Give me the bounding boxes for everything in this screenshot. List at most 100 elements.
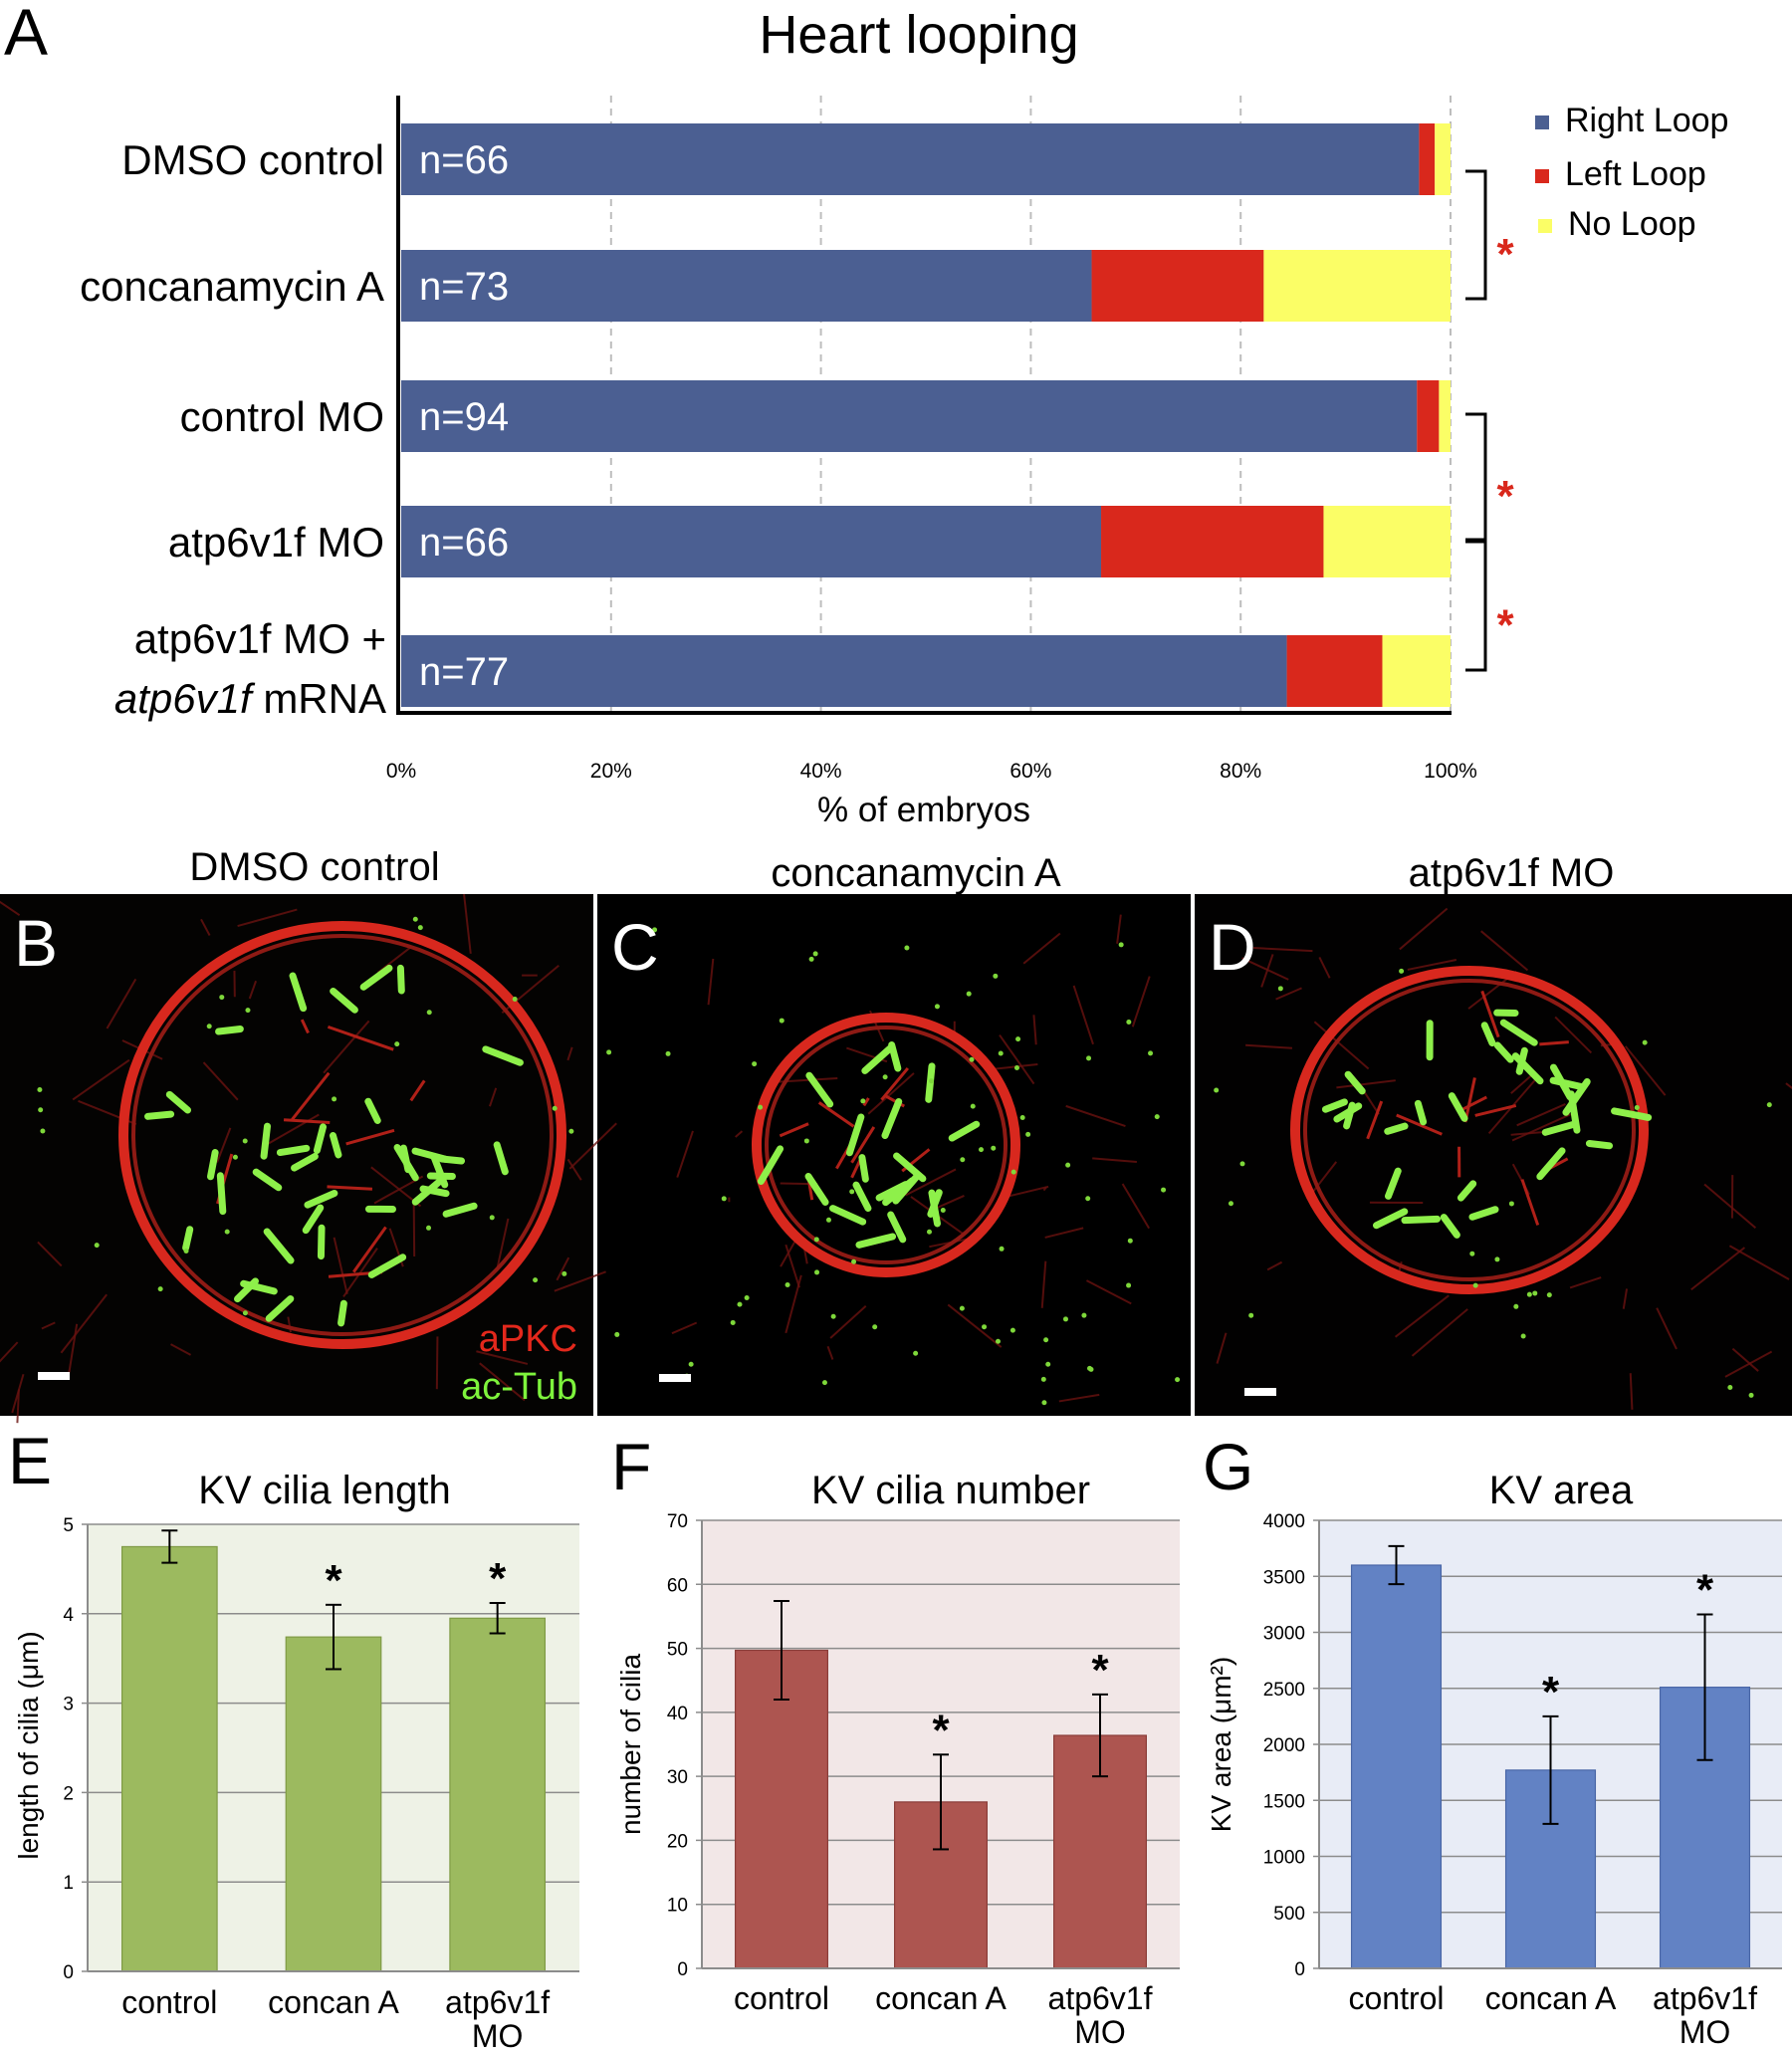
tissue-fiber	[237, 908, 298, 928]
category-label: atp6v1f MO	[168, 519, 384, 566]
y-tick-label: 10	[667, 1896, 688, 1917]
tissue-fiber	[554, 1270, 606, 1292]
green-dot	[959, 1305, 965, 1311]
green-dot	[417, 925, 423, 931]
green-dot	[219, 995, 225, 1001]
green-dot	[998, 1050, 1004, 1056]
bar-segment-right-loop	[401, 123, 1420, 195]
bar	[1350, 1564, 1443, 1969]
tissue-fiber	[1510, 1072, 1535, 1094]
tissue-fiber	[476, 1350, 529, 1365]
green-dot	[652, 927, 658, 933]
green-dot	[1277, 986, 1283, 992]
tissue-fiber	[1065, 1104, 1126, 1128]
tissue-fiber	[1116, 914, 1122, 944]
green-dot	[206, 1024, 212, 1029]
tissue-fiber	[566, 1158, 582, 1181]
cilium	[260, 1122, 272, 1160]
cell-border	[1474, 1103, 1517, 1117]
tissue-fiber	[67, 1323, 79, 1380]
cilium	[182, 1226, 194, 1252]
cilium	[1511, 1052, 1544, 1085]
y-tick-label: 0	[677, 1959, 688, 1980]
green-dot	[1469, 1251, 1475, 1256]
cell-border	[327, 1185, 373, 1191]
chart-title: Heart looping	[759, 5, 1078, 65]
cell-border	[283, 1118, 331, 1125]
cilium	[1549, 1076, 1585, 1090]
kv-outline	[752, 1013, 1020, 1277]
green-dot	[812, 951, 818, 957]
cilium	[948, 1120, 981, 1142]
x-category-label: MO	[1074, 2014, 1126, 2050]
tissue-fiber	[435, 1336, 439, 1390]
cell-border	[409, 1079, 426, 1102]
y-tick-label: 60	[667, 1575, 688, 1596]
tissue-fiber	[1044, 1227, 1084, 1239]
tissue-fiber	[463, 893, 472, 954]
x-category-label: atp6v1f	[445, 1984, 550, 2020]
significance-star: *	[489, 1554, 507, 1603]
panel-label-e: E	[8, 1424, 52, 1497]
green-dot	[814, 1269, 820, 1275]
tissue-fiber	[170, 1343, 192, 1356]
tissue-fiber	[556, 1256, 570, 1281]
x-category-label: atp6v1f	[1653, 1980, 1757, 2016]
green-dot	[1009, 1327, 1015, 1333]
tissue-fiber	[568, 1122, 617, 1170]
tissue-fiber	[323, 1020, 370, 1074]
green-dot	[40, 1128, 46, 1134]
tissue-fiber	[1131, 976, 1151, 1027]
green-dot	[851, 1258, 857, 1264]
category-label: control MO	[180, 393, 384, 440]
x-category-label: concan A	[875, 1980, 1007, 2016]
tissue-fiber	[1703, 1183, 1757, 1230]
tissue-fiber	[829, 1305, 867, 1339]
cilium	[302, 1204, 325, 1235]
green-dot	[1634, 1104, 1640, 1110]
green-dot	[784, 1282, 790, 1288]
tissue-fiber	[905, 1168, 957, 1197]
green-dot	[1494, 1256, 1500, 1262]
tissue-fiber	[72, 1058, 130, 1101]
cilium	[1321, 1098, 1348, 1113]
cilium	[828, 1205, 867, 1226]
bar-segment-right-loop	[401, 380, 1418, 452]
cilium	[1385, 1167, 1402, 1200]
tissue-fiber	[0, 1341, 19, 1363]
green-dot	[808, 956, 814, 962]
significance-star: *	[1542, 1668, 1560, 1716]
cilium	[304, 1190, 338, 1209]
panel-label-d: D	[1209, 910, 1256, 984]
green-dot	[1526, 1291, 1532, 1297]
bar-segment-right-loop	[401, 250, 1092, 322]
y-tick-label: 40	[667, 1704, 688, 1724]
chart-title: KV cilia number	[811, 1469, 1090, 1512]
panel-label-b: B	[14, 906, 58, 980]
green-dot	[332, 1096, 337, 1102]
tissue-fiber	[1085, 1279, 1132, 1305]
cilium	[1401, 1215, 1442, 1225]
green-dot	[1041, 1400, 1047, 1406]
green-dot	[960, 1157, 966, 1163]
green-dot	[1126, 1282, 1132, 1288]
cell-border	[352, 1226, 387, 1273]
cilium	[1333, 1102, 1363, 1123]
legend-swatch	[1535, 115, 1549, 129]
kv-outline-inner	[131, 934, 554, 1336]
chart-title: KV cilia length	[198, 1469, 450, 1512]
green-dot	[1081, 1312, 1087, 1318]
bar-segment-left-loop	[1101, 506, 1324, 577]
cilium	[482, 1045, 524, 1066]
green-dot	[934, 1004, 940, 1010]
y-tick-label: 500	[1273, 1904, 1305, 1925]
y-tick-label: 0	[63, 1962, 74, 1983]
tissue-fiber	[1266, 1260, 1283, 1271]
bar-segment-no-loop	[1323, 506, 1451, 577]
tissue-fiber	[826, 1345, 834, 1360]
tissue-fiber	[1318, 956, 1331, 979]
cilium	[893, 1152, 927, 1183]
green-dot	[1508, 1201, 1514, 1207]
green-dot	[982, 1324, 988, 1330]
